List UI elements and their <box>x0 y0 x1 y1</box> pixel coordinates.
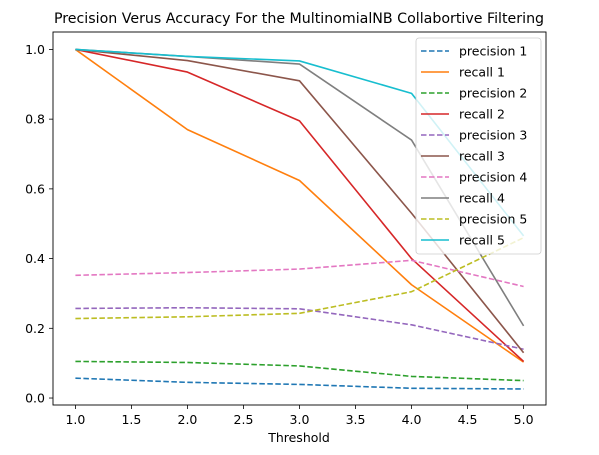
y-tick-label: 0.0 <box>25 391 45 406</box>
axes-layer: 1.0 1.5 2.0 2.5 3.0 3.5 4.0 4.5 5.0 0.0 0.2 0.4 0.6 0… <box>25 42 533 427</box>
legend-label-precision-2: precision 2 <box>459 86 527 101</box>
series-line-precision-5 <box>75 236 524 320</box>
x-tick-label: 5.0 <box>514 412 534 427</box>
legend: precision 1 recall 1 precision 2 recall 2 pr… <box>415 37 542 255</box>
legend-label-precision-5: precision 5 <box>459 212 527 227</box>
x-tick-label: 2.5 <box>234 412 254 427</box>
y-tick-label: 0.8 <box>25 112 45 127</box>
legend-label-precision-1: precision 1 <box>459 44 527 59</box>
x-tick-label: 4.0 <box>402 412 422 427</box>
series-line-recall-2 <box>75 48 525 363</box>
series-line-precision-1 <box>75 377 524 390</box>
series-layer <box>74 48 525 390</box>
series-line-precision-2 <box>75 360 524 382</box>
x-tick-label: 2.0 <box>178 412 198 427</box>
y-tick-label: 0.6 <box>25 181 45 196</box>
plot-frame <box>52 31 547 406</box>
y-tick-label: 0.2 <box>25 321 45 336</box>
series-line-recall-3 <box>75 48 525 354</box>
x-tick-label: 3.5 <box>346 412 366 427</box>
legend-box <box>415 37 542 255</box>
legend-label-precision-3: precision 3 <box>459 128 527 143</box>
x-tick-label: 4.5 <box>458 412 478 427</box>
legend-label-recall-1: recall 1 <box>459 65 505 80</box>
y-tick-label: 0.4 <box>25 251 45 266</box>
legend-label-recall-5: recall 5 <box>459 233 505 248</box>
x-axis-label: Threshold <box>267 430 330 445</box>
chart-title: Precision Verus Accuracy For the Multino… <box>54 11 544 27</box>
legend-label-recall-2: recall 2 <box>459 107 505 122</box>
x-tick-label: 1.5 <box>121 412 141 427</box>
series-line-recall-1 <box>74 48 525 363</box>
series-line-precision-4 <box>75 259 524 288</box>
y-tick-label: 1.0 <box>25 42 45 57</box>
legend-label-recall-3: recall 3 <box>459 149 505 164</box>
x-tick-label: 1.0 <box>65 412 85 427</box>
x-tick-label: 3.0 <box>290 412 310 427</box>
legend-label-precision-4: precision 4 <box>459 170 527 185</box>
legend-label-recall-4: recall 4 <box>459 191 505 206</box>
series-line-precision-3 <box>75 306 524 351</box>
